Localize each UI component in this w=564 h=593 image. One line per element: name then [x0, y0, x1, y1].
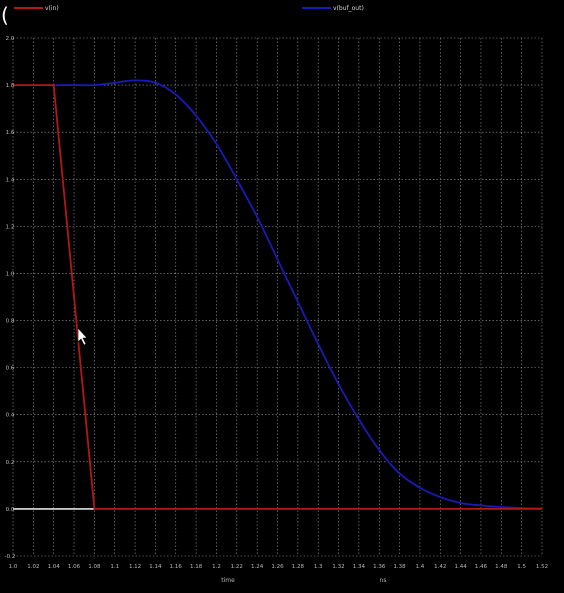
x-tick-label: 1.2	[212, 564, 221, 570]
y-tick-labels: 2.0 1.8 1.6 1.4 1.2 1.0 0.8 0.6 0.4 0.2 0.0 -0.2	[5, 36, 16, 560]
x-tick-label: 1.28	[292, 564, 305, 570]
x-tick-label: 1.12	[129, 564, 141, 570]
app-label: (	[1, 3, 9, 27]
y-tick-label: 1.2	[6, 224, 15, 230]
y-tick-label: 1.8	[6, 83, 15, 89]
y-tick-label: 1.0	[6, 271, 15, 277]
legend-item-v-buf-out[interactable]: v(buf_out)	[302, 5, 364, 12]
x-tick-label: 1.18	[190, 564, 203, 570]
x-tick-label: 1.34	[353, 564, 366, 570]
x-tick-label: 1.08	[88, 564, 101, 570]
mouse-pointer-icon	[77, 327, 88, 346]
grid-lines	[12, 37, 543, 557]
y-tick-label: 0.8	[6, 319, 15, 325]
x-tick-label: 1.32	[332, 564, 344, 570]
y-tick-label: 0.2	[6, 460, 15, 466]
x-tick-label: 1.16	[170, 564, 183, 570]
series-v-in	[13, 84, 542, 510]
y-tick-label: 1.4	[6, 177, 15, 183]
x-tick-label: 1.4	[416, 564, 425, 570]
legend: v(in) v(buf_out)	[14, 5, 364, 12]
x-tick-label: 1.44	[454, 564, 467, 570]
x-tick-label: 1.04	[48, 564, 61, 570]
x-tick-label: 1.26	[271, 564, 284, 570]
x-tick-label: 1.24	[251, 564, 264, 570]
x-tick-label: 1.36	[373, 564, 386, 570]
x-tick-label: 1.52	[536, 564, 548, 570]
x-axis-unit: ns	[380, 577, 387, 584]
x-tick-label: 1.06	[68, 564, 81, 570]
x-tick-label: 1.3	[314, 564, 323, 570]
series-v-buf-out	[53, 79, 543, 510]
y-tick-label: 0.6	[6, 366, 15, 372]
x-tick-label: 1.22	[231, 564, 243, 570]
x-tick-label: 1.38	[393, 564, 406, 570]
y-tick-label: 1.6	[6, 130, 15, 136]
x-tick-label: 1.1	[110, 564, 119, 570]
x-tick-labels: 1.0 1.02 1.04 1.06 1.08 1.1 1.12 1.14 1.16 1.18 1.…	[9, 564, 549, 570]
y-tick-label: 2.0	[6, 36, 15, 42]
y-tick-label: 0.0	[6, 507, 15, 513]
legend-item-v-in[interactable]: v(in)	[14, 5, 59, 12]
x-tick-label: 1.42	[434, 564, 446, 570]
x-tick-label: 1.48	[495, 564, 508, 570]
x-tick-label: 1.02	[27, 564, 39, 570]
y-tick-label: -0.2	[5, 554, 16, 560]
x-tick-label: 1.14	[149, 564, 162, 570]
y-tick-label: 0.4	[6, 413, 15, 419]
x-tick-label: 1.0	[9, 564, 18, 570]
x-tick-label: 1.5	[517, 564, 526, 570]
traces	[13, 79, 543, 510]
x-tick-label: 1.46	[475, 564, 488, 570]
legend-label-v-in: v(in)	[45, 5, 59, 12]
x-axis-label: time	[221, 577, 235, 584]
legend-label-v-buf-out: v(buf_out)	[333, 5, 364, 12]
